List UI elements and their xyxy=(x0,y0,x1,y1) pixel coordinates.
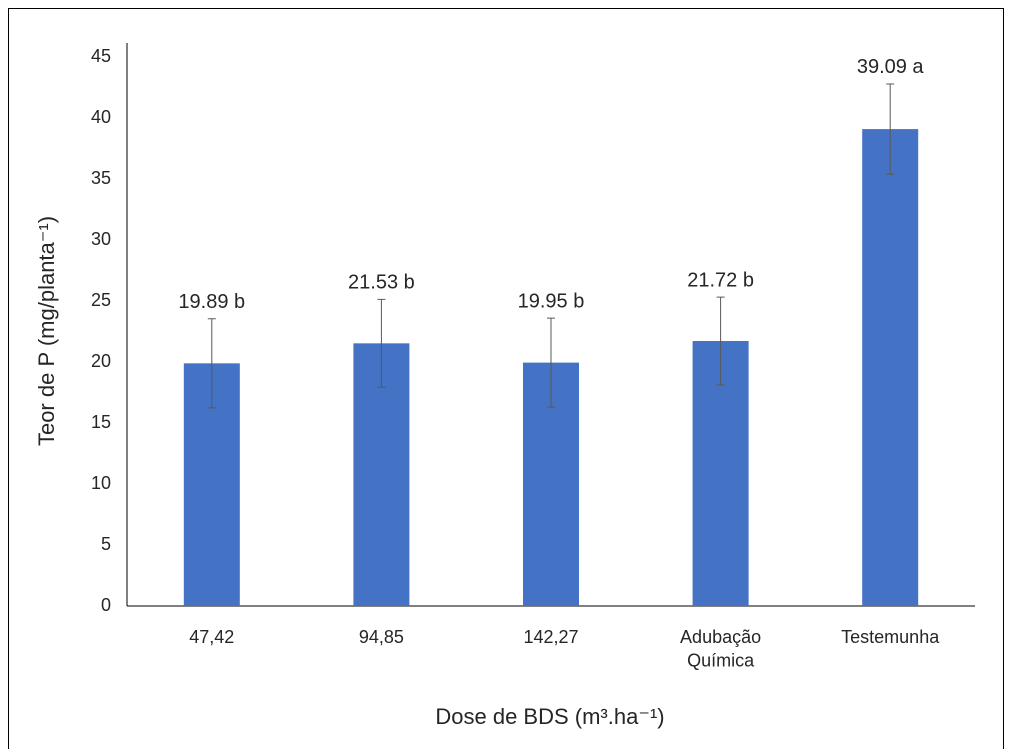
data-label: 21.53 b xyxy=(348,272,415,294)
y-tick-label: 30 xyxy=(91,229,111,249)
y-tick-label: 40 xyxy=(91,107,111,127)
y-axis-title: Teor de P (mg/planta⁻¹) xyxy=(34,216,59,446)
y-tick-label: 15 xyxy=(91,412,111,432)
y-tick-label: 35 xyxy=(91,168,111,188)
error-bar xyxy=(886,83,895,175)
x-tick-label: 94,85 xyxy=(359,627,404,647)
error-bar xyxy=(207,318,216,409)
y-tick-label: 25 xyxy=(91,290,111,310)
bar xyxy=(862,129,919,607)
error-bar xyxy=(716,296,725,386)
data-label: 19.89 b xyxy=(178,291,245,313)
y-tick-label: 45 xyxy=(91,46,111,66)
y-tick-label: 20 xyxy=(91,351,111,371)
error-bar xyxy=(377,298,386,388)
x-tick-label: 142,27 xyxy=(523,627,578,647)
x-tick-label: Adubação Química xyxy=(680,627,761,670)
y-tick-label: 0 xyxy=(101,595,111,615)
frame xyxy=(8,8,1004,749)
data-label: 21.72 b xyxy=(687,269,754,291)
x-axis-title: Dose de BDS (m³.ha⁻¹) xyxy=(435,704,664,729)
y-tick-label: 10 xyxy=(91,473,111,493)
y-tick-label: 5 xyxy=(101,534,111,554)
data-label: 39.09 a xyxy=(857,56,925,78)
error-bar xyxy=(547,317,555,408)
data-label: 19.95 b xyxy=(518,290,585,312)
x-tick-label: Testemunha xyxy=(841,627,940,647)
x-tick-label: 47,42 xyxy=(189,627,234,647)
